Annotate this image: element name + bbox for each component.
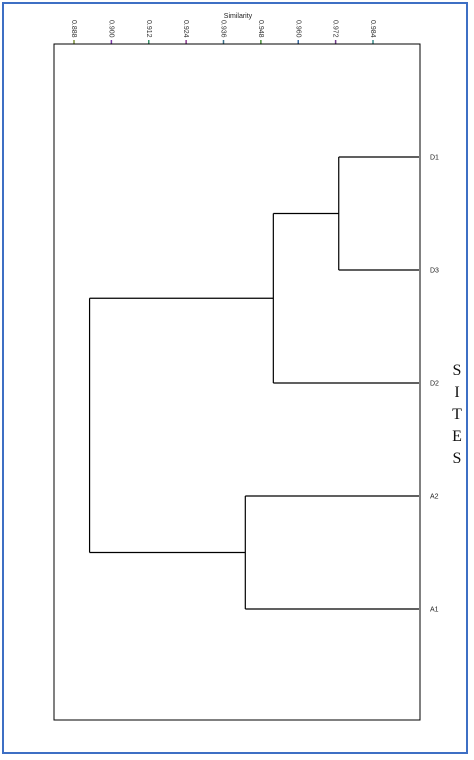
tick-label: 0.984 [369,20,376,38]
leaf-label: D2 [430,381,439,388]
side-label-letter: E [452,428,462,445]
tick-label: 0.972 [332,20,339,38]
side-label-letter: S [452,362,462,379]
tick-label: 0.924 [182,20,189,38]
leaf-label: D1 [430,155,439,162]
leaf-label: D3 [430,268,439,275]
leaf-label: A1 [430,607,439,614]
dendrogram-links [88,156,419,610]
leaf-label: A2 [430,494,439,501]
tick-label: 0.936 [220,20,227,38]
side-label-letter: I [454,384,460,401]
leaf-labels: D1 D3 D2 A2 A1 [430,155,439,614]
tick-label: 0.912 [145,20,152,38]
tick-label: 0.960 [294,20,301,38]
side-label-letter: T [452,406,462,423]
figure-frame: Similarity 0.888 0.900 0.912 0.924 0.936 0.94… [2,2,468,754]
dendrogram-chart: Similarity 0.888 0.900 0.912 0.924 0.936 0.94… [53,13,439,721]
axis-ticks: 0.888 0.900 0.912 0.924 0.936 0.948 0.960 0.972… [70,20,376,44]
tick-label: 0.948 [257,20,264,38]
axis-title: Similarity [224,13,253,20]
tick-label: 0.888 [70,20,77,38]
tick-label: 0.900 [107,20,114,38]
plot-border [53,43,421,721]
side-label-letter: S [452,450,462,467]
